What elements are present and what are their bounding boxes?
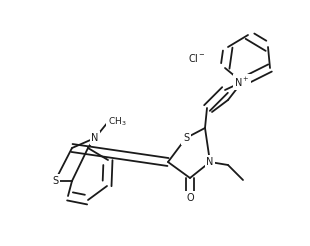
Text: S: S [52, 176, 58, 186]
Text: Cl$^-$: Cl$^-$ [188, 52, 206, 64]
Text: S: S [183, 133, 189, 143]
Text: N: N [206, 157, 214, 167]
Text: N: N [91, 133, 99, 143]
Text: CH$_3$: CH$_3$ [108, 116, 126, 128]
Text: O: O [186, 193, 194, 203]
Text: N$^+$: N$^+$ [234, 76, 250, 89]
